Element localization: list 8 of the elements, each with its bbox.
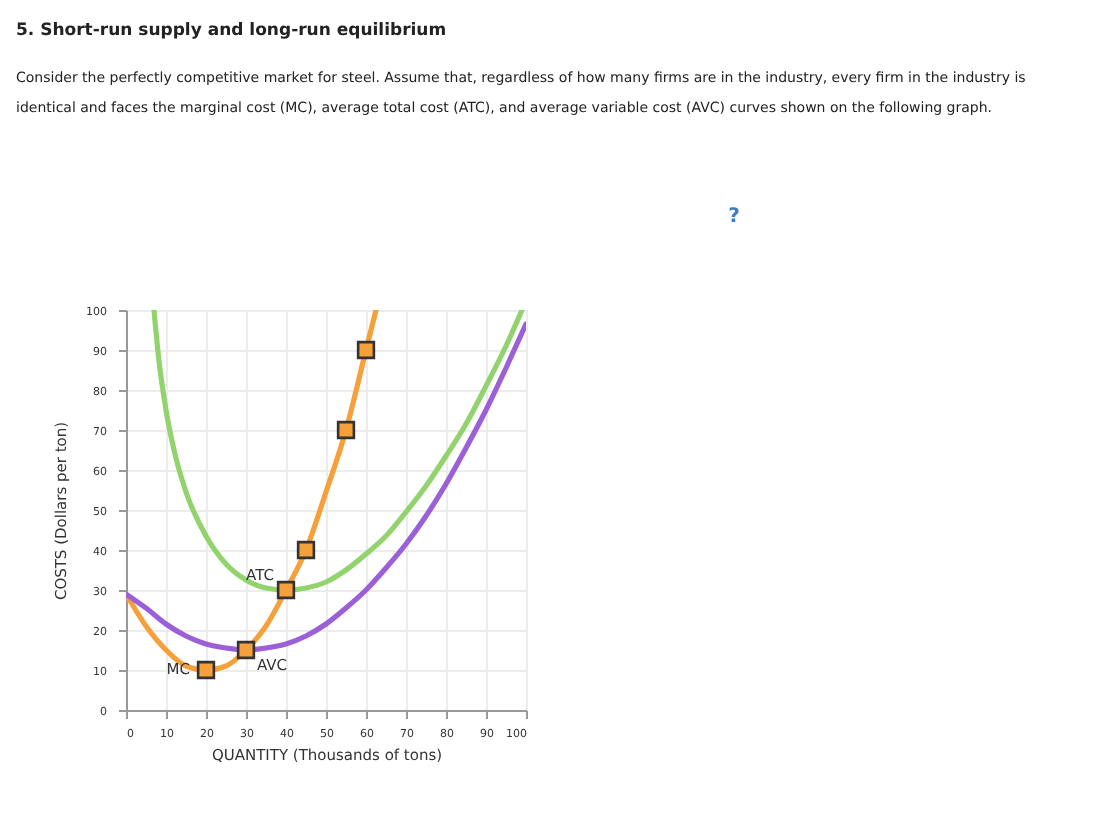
point bbox=[336, 420, 356, 440]
text: ? bbox=[728, 206, 741, 228]
point bbox=[236, 640, 256, 660]
point bbox=[196, 660, 216, 680]
point bbox=[296, 540, 316, 560]
point bbox=[276, 580, 296, 600]
point bbox=[356, 340, 376, 360]
chart-title: 5. Short-run supply and long-run equilibrium bbox=[16, 21, 447, 41]
